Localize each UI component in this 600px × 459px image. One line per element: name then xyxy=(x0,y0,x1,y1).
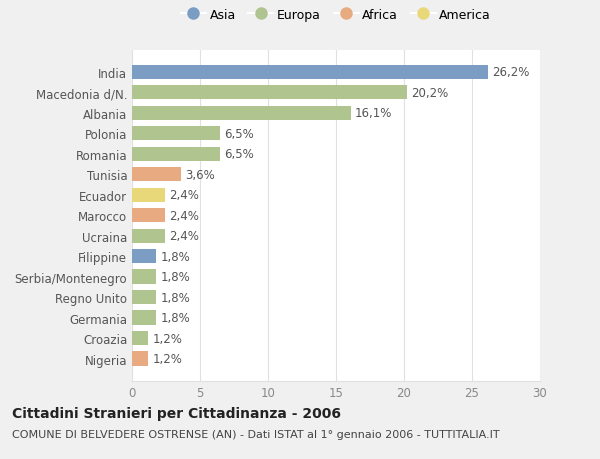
Text: 3,6%: 3,6% xyxy=(185,168,215,181)
Bar xyxy=(132,331,148,346)
Legend: Asia, Europa, Africa, America: Asia, Europa, Africa, America xyxy=(181,9,491,22)
Text: 2,4%: 2,4% xyxy=(169,230,199,243)
Bar xyxy=(132,229,164,243)
Text: 2,4%: 2,4% xyxy=(169,189,199,202)
Text: 1,8%: 1,8% xyxy=(161,250,190,263)
Text: 1,2%: 1,2% xyxy=(152,332,182,345)
Bar xyxy=(132,147,220,162)
Bar xyxy=(132,291,157,305)
Text: 6,5%: 6,5% xyxy=(224,148,254,161)
Text: 1,8%: 1,8% xyxy=(161,291,190,304)
Bar xyxy=(132,127,220,141)
Bar xyxy=(132,168,181,182)
Text: 6,5%: 6,5% xyxy=(224,128,254,140)
Text: 1,2%: 1,2% xyxy=(152,353,182,365)
Bar xyxy=(132,106,351,121)
Bar xyxy=(132,249,157,264)
Text: 20,2%: 20,2% xyxy=(411,87,448,100)
Bar xyxy=(132,311,157,325)
Text: Cittadini Stranieri per Cittadinanza - 2006: Cittadini Stranieri per Cittadinanza - 2… xyxy=(12,406,341,420)
Text: COMUNE DI BELVEDERE OSTRENSE (AN) - Dati ISTAT al 1° gennaio 2006 - TUTTITALIA.I: COMUNE DI BELVEDERE OSTRENSE (AN) - Dati… xyxy=(12,429,500,439)
Text: 2,4%: 2,4% xyxy=(169,209,199,222)
Text: 1,8%: 1,8% xyxy=(161,270,190,284)
Bar xyxy=(132,86,407,100)
Text: 16,1%: 16,1% xyxy=(355,107,392,120)
Bar xyxy=(132,352,148,366)
Bar xyxy=(132,208,164,223)
Bar xyxy=(132,270,157,284)
Bar xyxy=(132,188,164,202)
Text: 26,2%: 26,2% xyxy=(493,66,530,79)
Text: 1,8%: 1,8% xyxy=(161,312,190,325)
Bar xyxy=(132,66,488,80)
